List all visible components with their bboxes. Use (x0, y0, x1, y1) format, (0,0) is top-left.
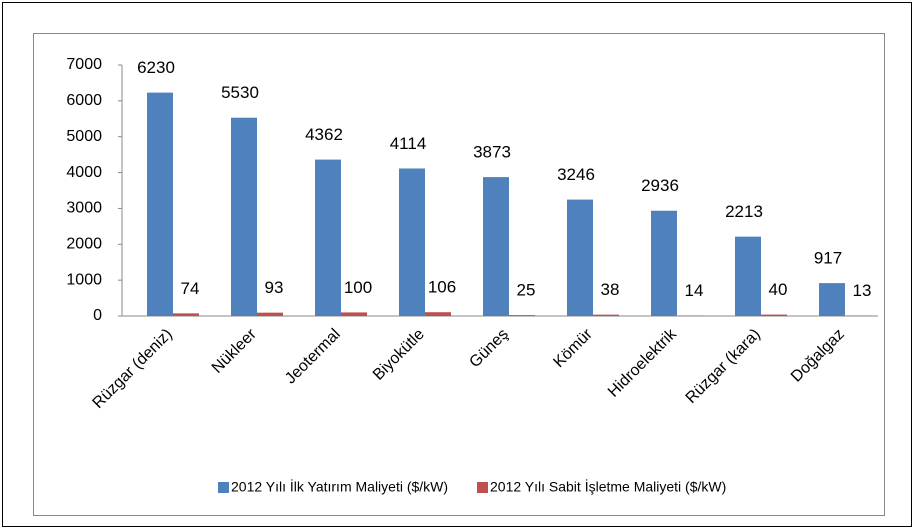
bar (735, 236, 761, 316)
data-label: 13 (853, 281, 872, 300)
bar (483, 177, 509, 316)
x-tick-label: Jeotermal (282, 326, 344, 388)
legend-label: 2012 Yılı İlk Yatırım Maliyeti ($/kW) (231, 478, 448, 495)
x-tick-label: Rüzgar (deniz) (90, 326, 176, 412)
x-tick-label: Nükleer (209, 325, 260, 376)
bar (509, 315, 535, 316)
bar (173, 313, 199, 316)
data-label: 4114 (390, 134, 427, 153)
data-label: 2936 (641, 176, 679, 195)
bar (819, 283, 845, 316)
y-tick-label: 4000 (66, 164, 102, 181)
data-label: 3873 (473, 143, 511, 162)
data-label: 5530 (221, 83, 259, 102)
data-label: 100 (344, 278, 372, 297)
data-label: 40 (769, 280, 788, 299)
data-label: 14 (685, 281, 704, 300)
bar (315, 159, 341, 316)
bar (761, 314, 787, 316)
bar (425, 312, 451, 316)
x-tick-label: Güneş (466, 326, 511, 371)
bar (651, 210, 677, 316)
bar (567, 199, 593, 316)
bar (257, 312, 283, 316)
legend-label: 2012 Yılı Sabit İşletme Maliyeti ($/kW) (490, 478, 726, 495)
x-tick-label: Doğalgaz (788, 326, 848, 386)
data-label: 3246 (557, 165, 595, 184)
y-tick-label: 5000 (66, 128, 102, 145)
data-label: 917 (814, 249, 842, 268)
y-tick-label: 1000 (66, 271, 102, 288)
data-label: 6230 (137, 58, 175, 77)
chart-frame (33, 33, 885, 516)
data-label: 4362 (305, 125, 343, 144)
data-label: 93 (265, 278, 284, 297)
x-tick-label: Biyokütle (370, 326, 428, 384)
x-tick-label: Rüzgar (kara) (683, 326, 764, 407)
y-tick-label: 3000 (66, 200, 102, 217)
x-tick-label: Hidroelektrik (605, 325, 681, 401)
bar (399, 168, 425, 316)
y-tick-label: 6000 (66, 92, 102, 109)
bar (593, 314, 619, 316)
data-label: 106 (428, 278, 456, 297)
y-tick-label: 0 (93, 307, 102, 324)
x-tick-label: Kömür (550, 325, 596, 371)
bar (341, 312, 367, 316)
y-tick-label: 2000 (66, 236, 102, 253)
bar (231, 117, 257, 317)
data-label: 74 (181, 279, 200, 298)
data-label: 25 (517, 281, 536, 300)
data-label: 2213 (725, 202, 763, 221)
data-label: 38 (601, 280, 620, 299)
legend-swatch (477, 482, 488, 493)
bar (677, 315, 703, 316)
y-tick-label: 7000 (66, 56, 102, 73)
legend-swatch (218, 482, 229, 493)
bar (147, 92, 173, 316)
